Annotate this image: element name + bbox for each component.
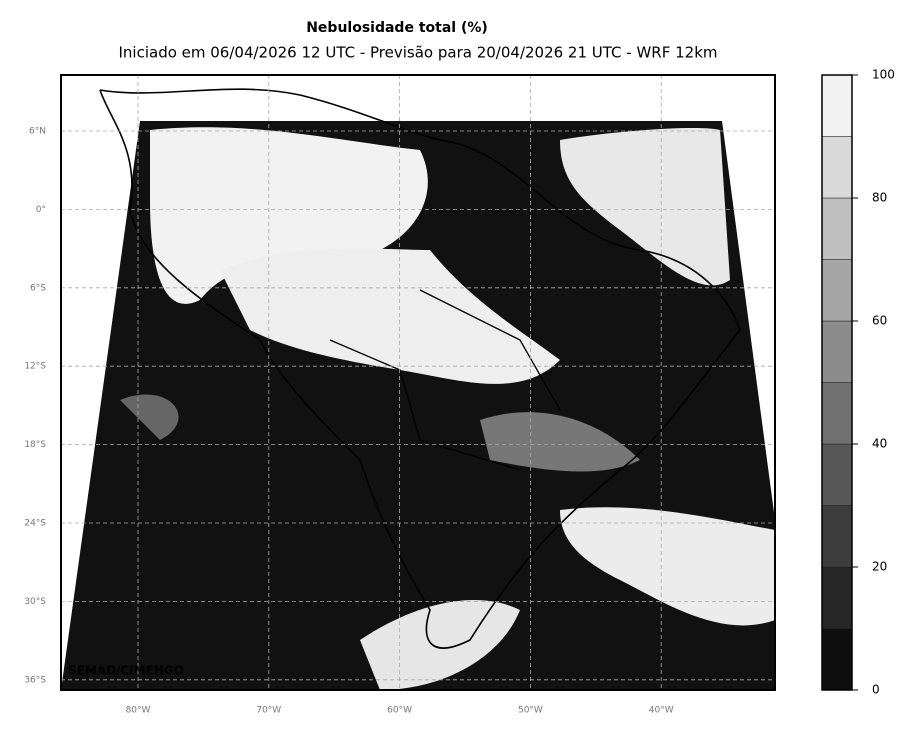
lon-label: 60°W	[387, 706, 412, 716]
subtitle: Iniciado em 06/04/2026 12 UTC - Previsão…	[118, 44, 717, 62]
colorbar-tick-label: 80	[872, 191, 887, 205]
lat-label: 24°S	[24, 519, 46, 529]
lat-label: 0°	[36, 205, 46, 215]
title: Nebulosidade total (%)	[306, 20, 488, 36]
colorbar-band	[821, 382, 853, 445]
colorbar-band	[821, 320, 853, 383]
colorbar-tick-label: 100	[872, 68, 895, 82]
colorbar-tick-label: 20	[872, 560, 887, 574]
lat-label: 18°S	[24, 440, 46, 450]
credit: SEMAD/CIMEHGO	[68, 664, 184, 678]
colorbar-band	[821, 259, 853, 322]
colorbar-band	[821, 136, 853, 199]
colorbar-tick-label: 60	[872, 314, 887, 328]
colorbar-band	[821, 628, 853, 691]
lon-label: 40°W	[649, 706, 674, 716]
lat-label: 30°S	[24, 597, 46, 607]
lat-label: 6°N	[29, 127, 46, 137]
colorbar-band	[821, 443, 853, 506]
colorbar-band	[821, 566, 853, 629]
lat-label: 12°S	[24, 362, 46, 372]
lat-label: 36°S	[24, 675, 46, 685]
lon-label: 50°W	[518, 706, 543, 716]
colorbar-tick-label: 40	[872, 437, 887, 451]
colorbar-band	[821, 197, 853, 260]
lat-label: 6°S	[30, 283, 46, 293]
cloud-field	[61, 88, 775, 690]
colorbar-frame	[821, 74, 853, 691]
colorbar-band	[821, 505, 853, 568]
colorbar-band	[821, 74, 853, 137]
map-frame	[60, 74, 776, 691]
colorbar-tick-label: 0	[872, 683, 880, 697]
lon-label: 70°W	[256, 706, 281, 716]
lon-label: 80°W	[126, 706, 151, 716]
